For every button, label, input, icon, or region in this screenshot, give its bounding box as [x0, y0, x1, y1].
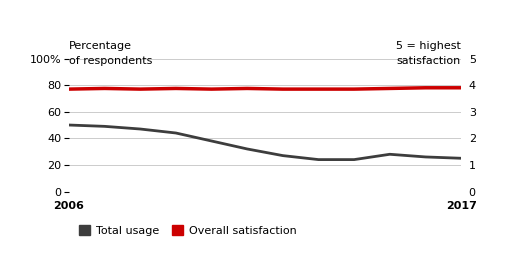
Text: 5 = highest: 5 = highest [396, 41, 461, 51]
Text: of respondents: of respondents [69, 56, 152, 66]
Legend: Total usage, Overall satisfaction: Total usage, Overall satisfaction [74, 221, 301, 240]
Text: satisfaction: satisfaction [397, 56, 461, 66]
Text: Percentage: Percentage [69, 41, 132, 51]
